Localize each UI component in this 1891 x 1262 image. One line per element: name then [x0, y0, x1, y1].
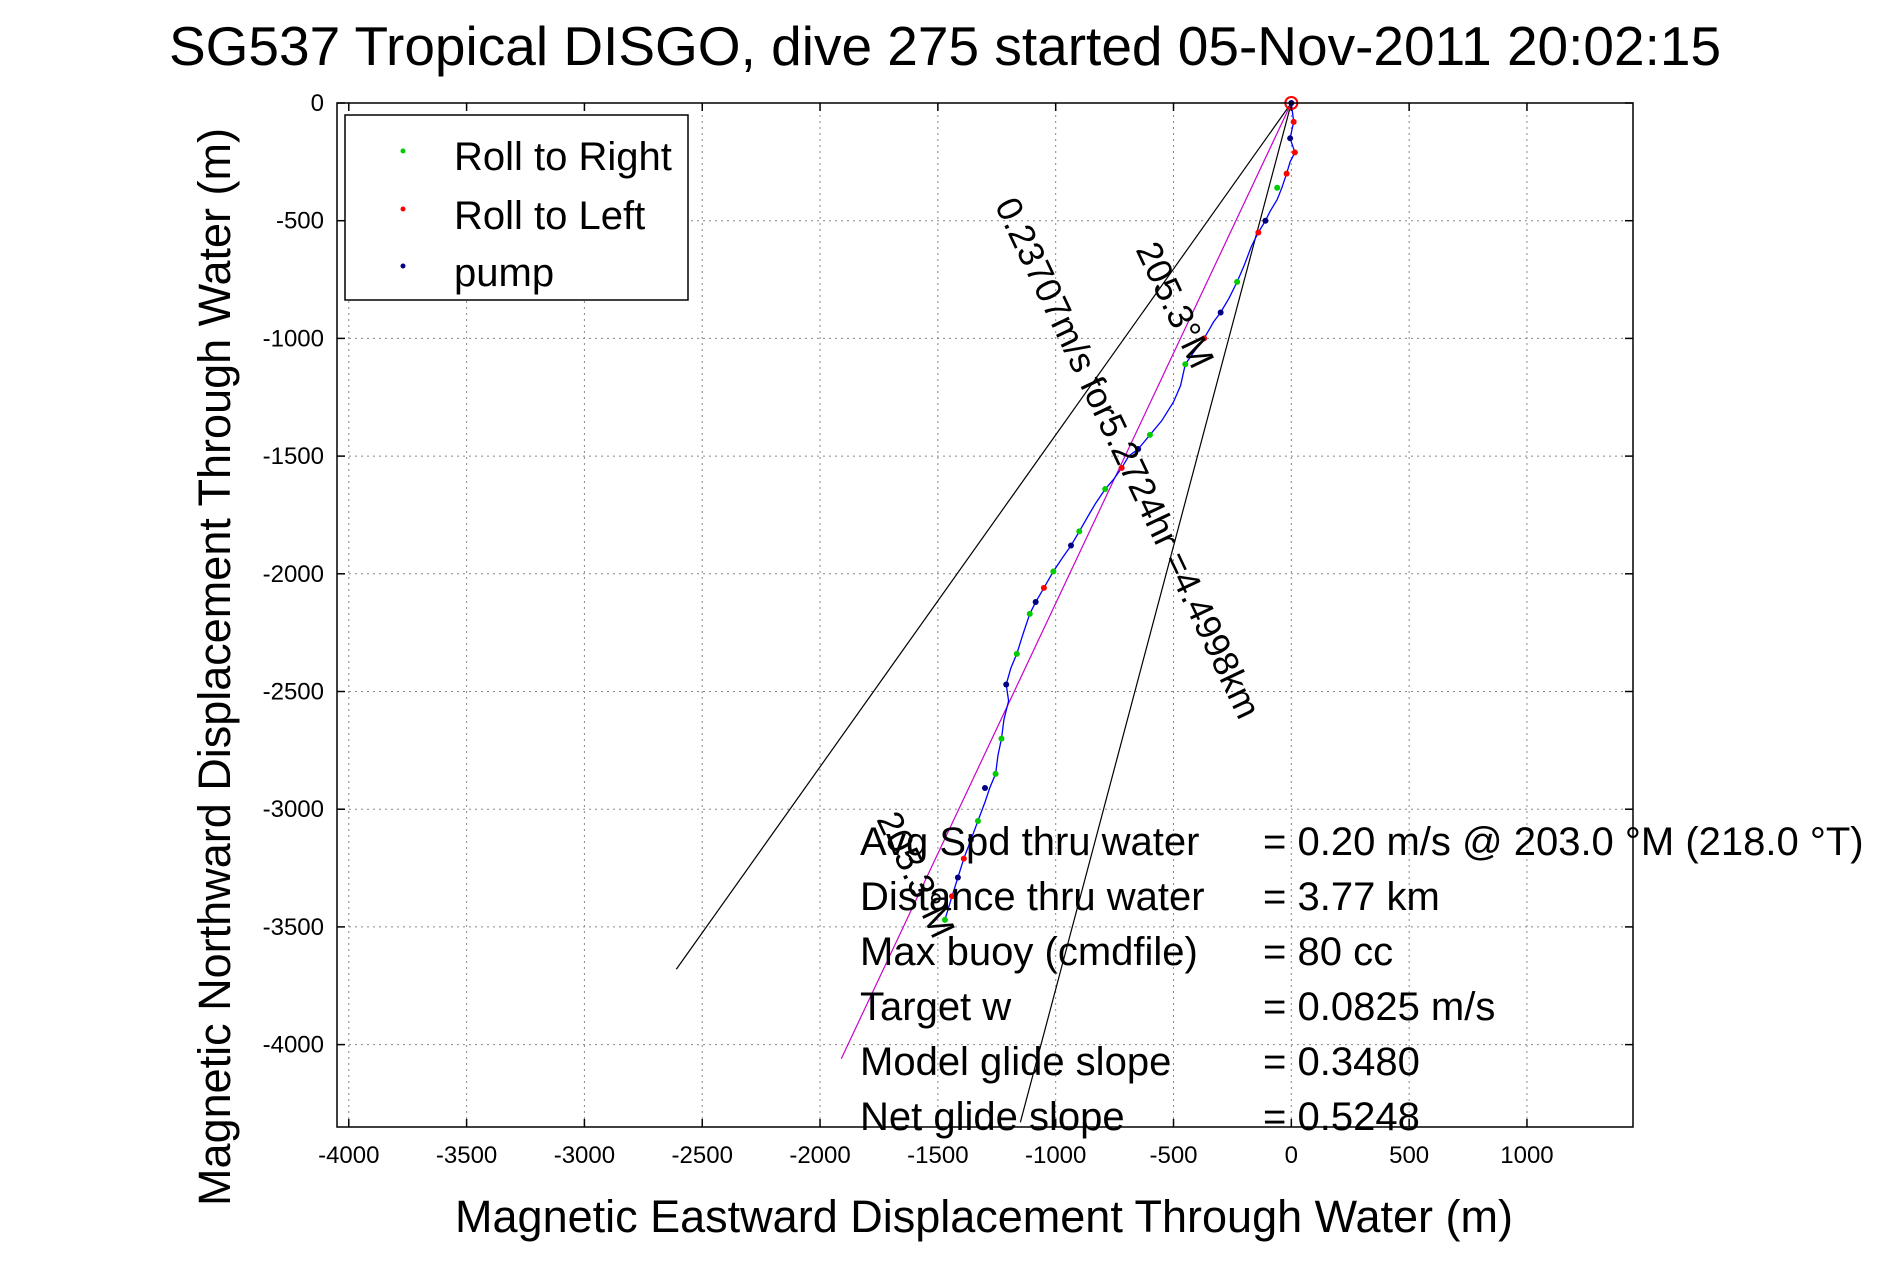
x-tick-label: 1000	[1500, 1142, 1553, 1169]
x-tick-label: -4000	[318, 1142, 379, 1169]
pump-point	[1135, 446, 1142, 453]
x-tick-label: -2000	[789, 1142, 850, 1169]
annotation-label: Avg Spd thru water	[860, 820, 1199, 864]
roll-right-point	[1274, 184, 1281, 191]
pump-point	[1068, 542, 1075, 549]
roll-right-point	[974, 817, 981, 824]
legend-marker-roll-right	[400, 148, 406, 154]
roll-right-point	[1013, 650, 1020, 657]
plot-points	[941, 100, 1298, 923]
y-tick-label: -1000	[263, 325, 324, 352]
pump-point	[1262, 217, 1269, 224]
y-tick-label: -3500	[263, 914, 324, 941]
annotation-value: = 3.77 km	[1263, 875, 1440, 919]
grid-lines	[337, 102, 1633, 1127]
annotation-value: = 0.20 m/s @ 203.0 °M (218.0 °T)	[1263, 820, 1864, 864]
legend-marker-roll-left	[400, 206, 406, 212]
summary-annotations: Avg Spd thru water = 0.20 m/s @ 203.0 °M …	[860, 820, 1864, 1139]
pump-point	[1217, 309, 1224, 316]
x-tick-label: 0	[1285, 1142, 1298, 1169]
legend-label-roll-right: Roll to Right	[454, 135, 672, 179]
annotation-label: Max buoy (cmdfile)	[860, 930, 1198, 974]
roll-left-point	[960, 855, 967, 862]
roll-right-point	[1234, 278, 1241, 285]
y-tick-label: -2000	[263, 561, 324, 588]
pump-point	[1032, 599, 1039, 606]
y-tick-label: -4000	[263, 1032, 324, 1059]
x-tick-label: 500	[1389, 1142, 1429, 1169]
x-axis-label: Magnetic Eastward Displacement Through W…	[455, 1191, 1513, 1242]
pump-point	[967, 836, 974, 843]
roll-right-point	[1026, 610, 1033, 617]
heading-line	[1019, 102, 1292, 1123]
y-tick-label: -2500	[263, 679, 324, 706]
chart-title: SG537 Tropical DISGO, dive 275 started 0…	[169, 15, 1721, 77]
roll-right-point	[1102, 486, 1109, 493]
roll-right-point	[1076, 528, 1083, 535]
x-tick-label: -1000	[1025, 1142, 1086, 1169]
pump-point	[1003, 681, 1010, 688]
pump-point	[1287, 135, 1294, 142]
slope-label: 0.23707m/s for5.2724hr =4.4998km	[987, 191, 1269, 725]
roll-right-point	[1146, 431, 1153, 438]
roll-left-point	[1283, 170, 1290, 177]
legend-label-pump: pump	[454, 251, 554, 295]
annotation-label: Net glide slope	[860, 1095, 1125, 1139]
roll-right-point	[992, 770, 999, 777]
roll-right-point	[998, 735, 1005, 742]
axis-ticks: -4000 -3500 -3000 -2500 -2000 -1500 -1000 -500 0…	[263, 90, 1633, 1169]
roll-left-point	[1040, 584, 1047, 591]
roll-left-point	[1201, 335, 1208, 342]
annotation-label: Model glide slope	[860, 1040, 1171, 1084]
legend: Roll to Right Roll to Left pump	[344, 114, 689, 301]
annotation-label: Distance thru water	[860, 875, 1205, 919]
roll-right-point	[1050, 568, 1057, 575]
x-tick-label: -500	[1149, 1142, 1197, 1169]
roll-left-point	[1290, 118, 1297, 125]
annotation-value: = 80 cc	[1263, 930, 1393, 974]
x-tick-label: -1500	[907, 1142, 968, 1169]
roll-left-point	[1255, 229, 1262, 236]
x-tick-label: -3000	[554, 1142, 615, 1169]
x-tick-label: -2500	[672, 1142, 733, 1169]
roll-right-point	[941, 916, 948, 923]
net-path-line	[840, 102, 1292, 1059]
y-tick-label: -3000	[263, 796, 324, 823]
roll-left-point	[1291, 149, 1298, 156]
annotation-value: = 0.5248	[1263, 1095, 1420, 1139]
pump-point	[982, 785, 988, 792]
y-tick-label: 0	[311, 90, 324, 117]
legend-marker-pump	[400, 263, 406, 269]
x-tick-label: -3500	[436, 1142, 497, 1169]
y-tick-label: -500	[276, 208, 324, 235]
y-axis-label: Magnetic Northward Displacement Through …	[189, 128, 240, 1206]
slope-label: 205.3°M	[1128, 235, 1223, 374]
roll-left-point	[949, 893, 956, 900]
plot-frame	[336, 102, 1634, 1128]
annotation-value: = 0.3480	[1263, 1040, 1420, 1084]
annotation-value: = 0.0825 m/s	[1263, 985, 1495, 1029]
legend-label-roll-left: Roll to Left	[454, 194, 645, 238]
heading-line	[675, 102, 1292, 970]
annotation-label: Target w	[860, 985, 1011, 1029]
roll-right-point	[1182, 361, 1189, 368]
pump-point	[954, 874, 961, 881]
roll-left-point	[1118, 464, 1125, 471]
y-tick-label: -1500	[263, 443, 324, 470]
